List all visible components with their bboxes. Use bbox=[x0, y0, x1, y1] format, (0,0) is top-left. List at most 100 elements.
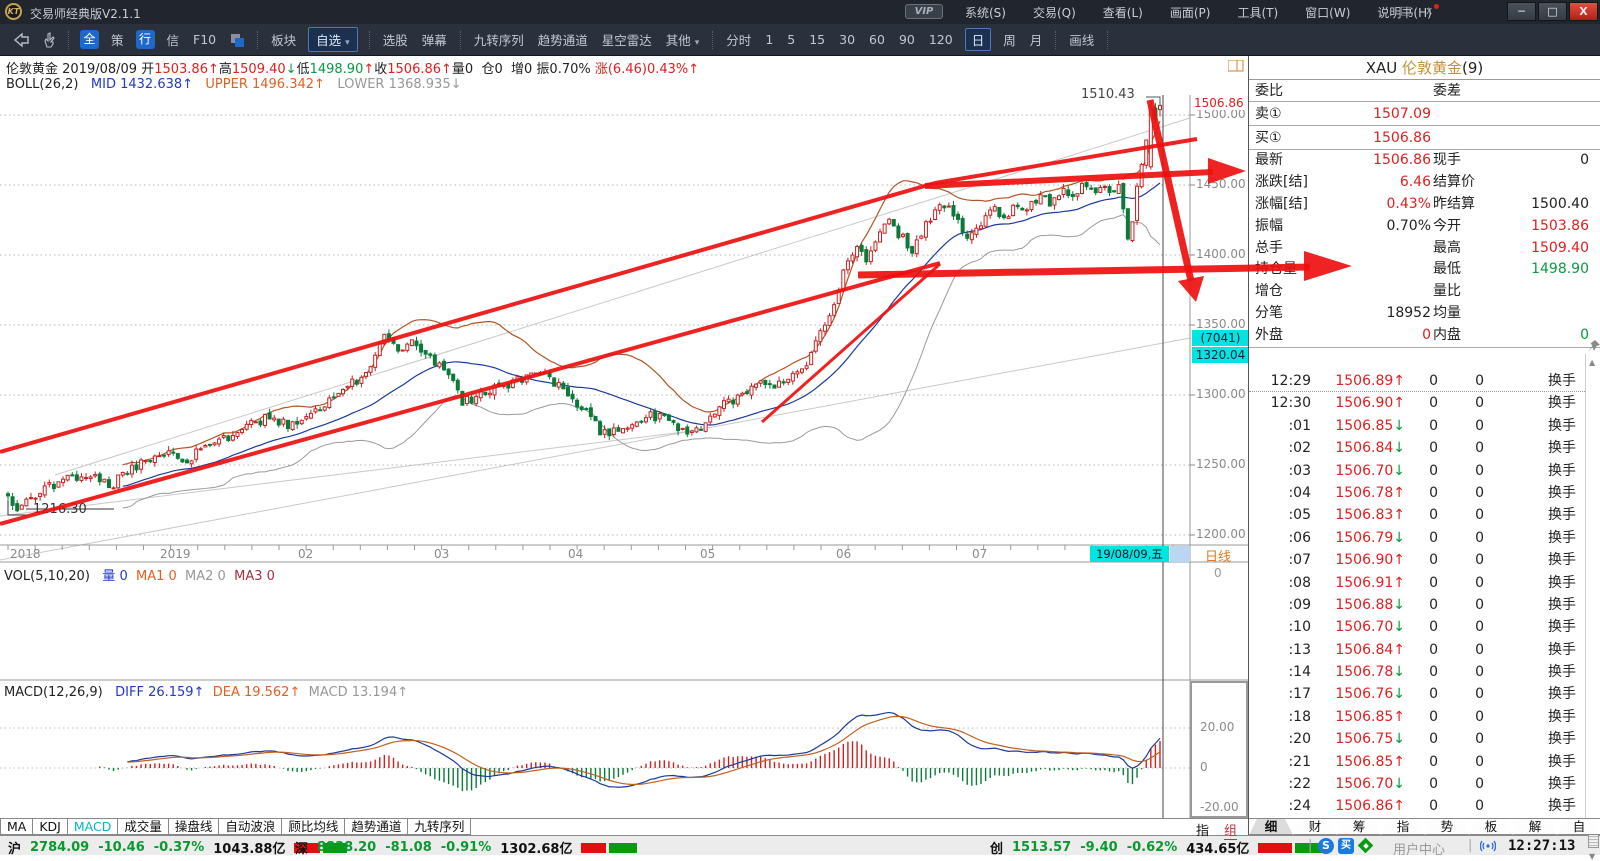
quote-tab[interactable]: 势 bbox=[1425, 819, 1469, 835]
ask-row[interactable]: 卖① 1507.09 bbox=[1249, 102, 1600, 126]
menu-item[interactable]: 工具(T) bbox=[1237, 5, 1279, 20]
bid-row[interactable]: 买① 1506.86 bbox=[1249, 126, 1600, 150]
quote-tab[interactable]: 板 bbox=[1469, 819, 1513, 835]
indicator-tab[interactable]: MA bbox=[0, 819, 34, 835]
period-month-button[interactable]: 月 bbox=[1029, 33, 1043, 48]
nine-turn-button[interactable]: 九转序列 bbox=[473, 33, 524, 48]
quote-tab[interactable]: 解 bbox=[1513, 819, 1557, 835]
all-markets-button[interactable]: 全 bbox=[80, 30, 99, 49]
close-button[interactable]: X bbox=[1569, 2, 1598, 21]
mdi-window-controls[interactable]: □ x bbox=[1400, 4, 1439, 17]
period-button[interactable]: 1 bbox=[765, 32, 774, 47]
menu-item[interactable]: 窗口(W) bbox=[1305, 5, 1351, 20]
sector-button[interactable]: 板块 bbox=[271, 33, 297, 48]
period-button[interactable]: 15 bbox=[809, 32, 826, 47]
menu-item[interactable]: 画面(P) bbox=[1169, 5, 1211, 20]
title-bar: KT 交易师经典版V2.1.1 VIP 系统(S) 交易(Q) 查看(L) 画面(P)… bbox=[0, 0, 1600, 24]
indicator-tab[interactable]: 顾比均线 bbox=[282, 819, 346, 835]
restore-button[interactable]: □ bbox=[1538, 2, 1567, 21]
index-quote[interactable]: 深 8838.20 -81.08 -0.91% 1302.68亿 bbox=[295, 838, 638, 857]
macd-header: MACD(12,26,9) DIFF 26.159↑ DEA 19.562↑ M… bbox=[4, 685, 408, 700]
hand-cursor-icon[interactable] bbox=[42, 31, 56, 48]
minimize-button[interactable]: ─ bbox=[1507, 2, 1536, 21]
period-day-button-selected[interactable]: 日 bbox=[964, 28, 992, 51]
quote-tab[interactable]: 财 bbox=[1293, 819, 1337, 835]
trend-channel-button[interactable]: 趋势通道 bbox=[537, 33, 588, 48]
index-quote[interactable]: 沪 2784.09 -10.46 -0.37% 1043.88亿 bbox=[8, 838, 348, 857]
period-button[interactable]: 5 bbox=[787, 32, 796, 47]
period-week-button[interactable]: 周 bbox=[1003, 33, 1016, 48]
star-radar-button[interactable]: 星空雷达 bbox=[601, 33, 652, 48]
watchlist-dropdown[interactable]: 自选 ▾ bbox=[308, 27, 358, 52]
indicator-tab[interactable]: MACD bbox=[67, 819, 119, 835]
back-arrow-icon[interactable] bbox=[12, 31, 30, 48]
f10-button[interactable]: F10 bbox=[193, 32, 217, 47]
tick-scrollbar[interactable]: ▲ ▼ bbox=[1585, 340, 1600, 861]
period-button[interactable]: 30 bbox=[839, 32, 856, 47]
quote-tab[interactable]: 筹 bbox=[1337, 819, 1381, 835]
scroll-up-icon[interactable]: ▲ bbox=[1589, 358, 1596, 367]
buy-icon[interactable]: 买 bbox=[1338, 838, 1354, 854]
quote-tab[interactable]: 指 bbox=[1381, 819, 1425, 835]
draw-line-button[interactable]: 画线 bbox=[1069, 33, 1095, 48]
period-button[interactable]: 90 bbox=[898, 32, 915, 47]
period-button[interactable]: 120 bbox=[928, 32, 953, 47]
indicator-tab[interactable]: 趋势通道 bbox=[345, 819, 409, 835]
other-dropdown[interactable]: 其他 ▾ bbox=[665, 33, 700, 48]
layers-icon[interactable] bbox=[229, 32, 245, 48]
stock-s-icon[interactable]: S bbox=[1318, 838, 1334, 854]
scroll-down-icon[interactable]: ▼ bbox=[1589, 852, 1596, 861]
stock-picker-button[interactable]: 选股 bbox=[382, 33, 408, 48]
menu-item[interactable]: 交易(Q) bbox=[1032, 5, 1076, 20]
mini-tab-group[interactable]: 组 bbox=[1224, 820, 1238, 840]
info-button[interactable]: 信 bbox=[166, 33, 180, 48]
status-icons[interactable]: S 买 bbox=[1318, 838, 1374, 854]
menu-item[interactable]: 查看(L) bbox=[1102, 5, 1143, 20]
quote-tab[interactable]: 自 bbox=[1557, 819, 1600, 835]
intraday-button[interactable]: 分时 bbox=[726, 33, 752, 48]
split-window-icon[interactable] bbox=[1227, 59, 1244, 76]
diamond-icon[interactable] bbox=[1358, 838, 1374, 854]
quote-tab[interactable]: 细 bbox=[1249, 819, 1293, 835]
indicator-tab[interactable]: 自动波浪 bbox=[219, 819, 283, 835]
indicator-tab[interactable]: 操盘线 bbox=[168, 819, 220, 835]
menu-item[interactable]: 说明书(H) bbox=[1377, 5, 1432, 20]
indicator-tab[interactable]: KDJ bbox=[33, 819, 68, 835]
menu-item[interactable]: 系统(S) bbox=[965, 5, 1006, 20]
axis-label: 1250.00 bbox=[1196, 457, 1246, 471]
period-button[interactable]: 60 bbox=[869, 32, 885, 47]
quote-detail-row: 外盘 0 内盘 0 bbox=[1255, 327, 1589, 344]
user-center-link[interactable]: 用户中心 bbox=[1393, 843, 1446, 858]
index-quote[interactable]: 创 1513.57 -9.40 -0.62% 434.65亿 bbox=[990, 838, 1326, 857]
pin-icon[interactable] bbox=[1588, 340, 1600, 352]
indicator-tab[interactable]: 九转序列 bbox=[408, 819, 472, 835]
scroll-indicator[interactable] bbox=[1170, 546, 1190, 562]
mini-tab-indicator[interactable]: 指 bbox=[1196, 824, 1210, 839]
danmu-button[interactable]: 弹幕 bbox=[421, 33, 447, 48]
strategy-button[interactable]: 策 bbox=[111, 33, 124, 48]
quotes-button[interactable]: 行 bbox=[135, 30, 155, 49]
indicator-tab[interactable]: 成交量 bbox=[118, 819, 169, 835]
vip-badge[interactable]: VIP bbox=[905, 4, 943, 19]
